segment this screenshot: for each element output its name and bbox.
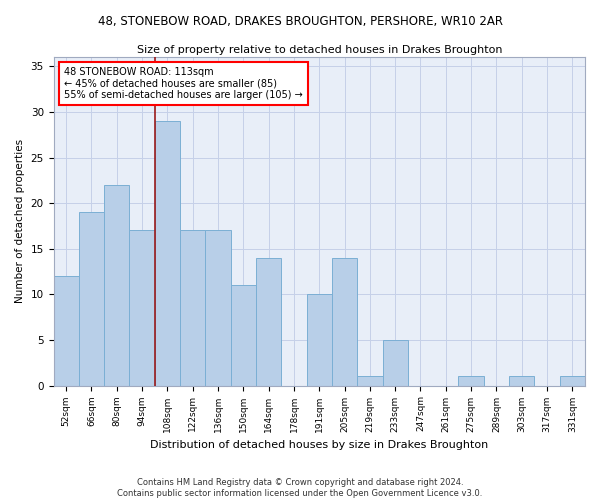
Bar [256, 258, 281, 386]
Bar [205, 230, 230, 386]
Title: Size of property relative to detached houses in Drakes Broughton: Size of property relative to detached ho… [137, 45, 502, 55]
Text: 48 STONEBOW ROAD: 113sqm
← 45% of detached houses are smaller (85)
55% of semi-d: 48 STONEBOW ROAD: 113sqm ← 45% of detach… [64, 67, 303, 100]
Y-axis label: Number of detached properties: Number of detached properties [15, 140, 25, 304]
Bar [458, 376, 484, 386]
Bar [357, 376, 383, 386]
Bar [509, 376, 535, 386]
Bar [560, 376, 585, 386]
Bar [307, 294, 332, 386]
Bar [79, 212, 104, 386]
Bar [130, 230, 155, 386]
Text: Contains HM Land Registry data © Crown copyright and database right 2024.
Contai: Contains HM Land Registry data © Crown c… [118, 478, 482, 498]
Bar [383, 340, 408, 386]
Bar [155, 121, 180, 386]
Bar [332, 258, 357, 386]
Bar [104, 185, 130, 386]
Text: 48, STONEBOW ROAD, DRAKES BROUGHTON, PERSHORE, WR10 2AR: 48, STONEBOW ROAD, DRAKES BROUGHTON, PER… [97, 15, 503, 28]
X-axis label: Distribution of detached houses by size in Drakes Broughton: Distribution of detached houses by size … [150, 440, 488, 450]
Bar [230, 285, 256, 386]
Bar [180, 230, 205, 386]
Bar [53, 276, 79, 386]
